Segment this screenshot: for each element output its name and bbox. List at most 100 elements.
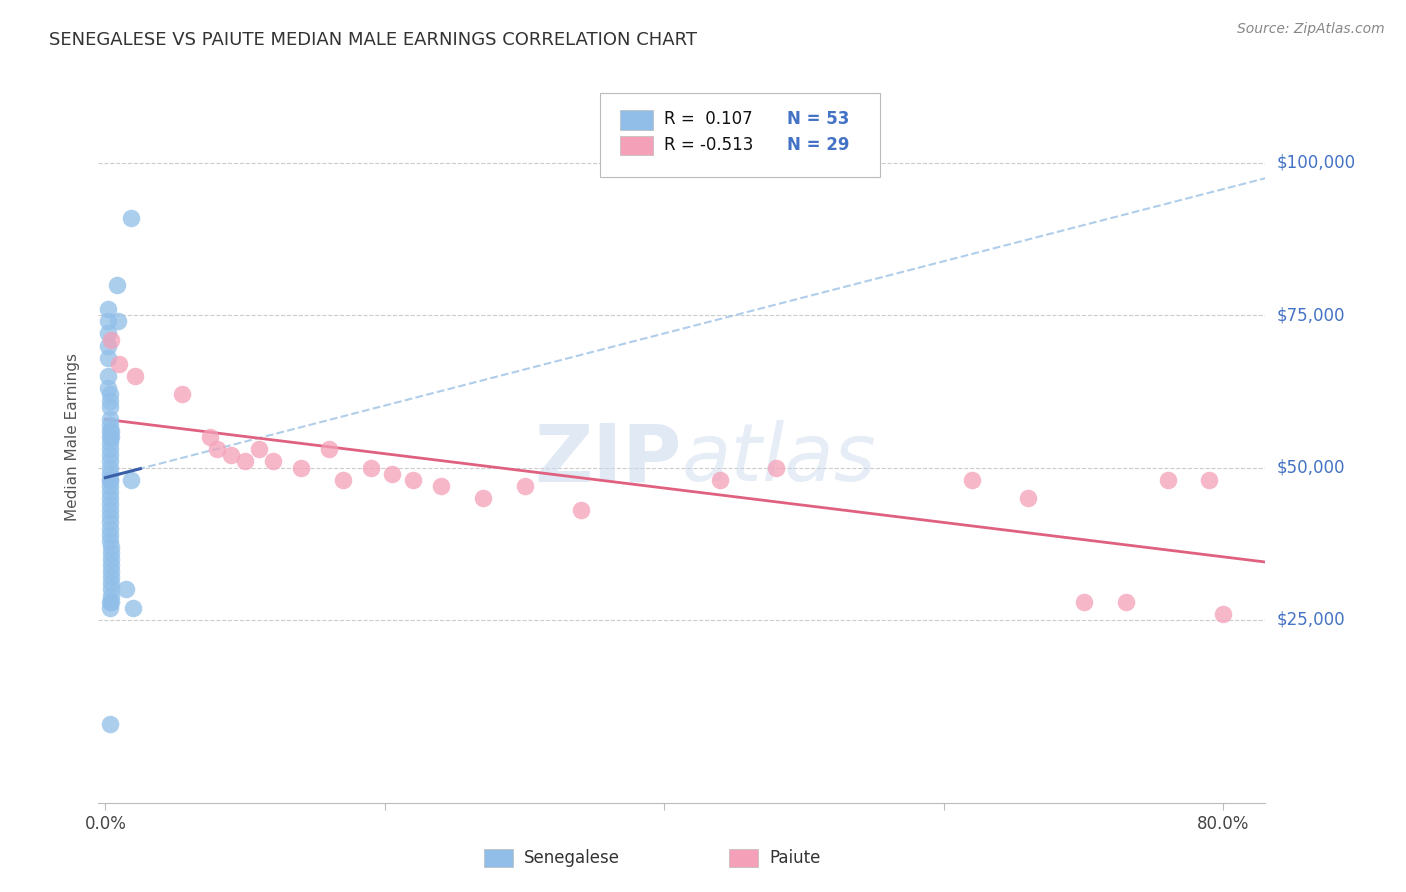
Point xyxy=(402,473,425,487)
Point xyxy=(332,473,354,487)
FancyBboxPatch shape xyxy=(728,848,758,867)
Point xyxy=(98,479,121,493)
Point xyxy=(471,491,494,505)
Text: atlas: atlas xyxy=(682,420,877,498)
Point xyxy=(1073,594,1095,608)
Point xyxy=(709,473,731,487)
Point xyxy=(98,417,121,432)
Point xyxy=(98,430,121,444)
Point xyxy=(98,387,121,401)
Point xyxy=(219,448,242,462)
Point xyxy=(105,277,128,292)
Point xyxy=(120,211,142,225)
Point xyxy=(1017,491,1039,505)
Point xyxy=(98,454,121,468)
Point xyxy=(430,479,453,493)
Point xyxy=(97,326,120,341)
Point xyxy=(98,424,121,438)
Point xyxy=(290,460,312,475)
Point xyxy=(765,460,787,475)
Point xyxy=(381,467,404,481)
FancyBboxPatch shape xyxy=(620,136,652,155)
Point xyxy=(100,594,122,608)
Point xyxy=(262,454,284,468)
Point xyxy=(1198,473,1220,487)
Point xyxy=(360,460,382,475)
Point xyxy=(98,503,121,517)
Point xyxy=(569,503,592,517)
Point xyxy=(172,387,194,401)
Text: Source: ZipAtlas.com: Source: ZipAtlas.com xyxy=(1237,22,1385,37)
Point xyxy=(100,564,122,578)
Point xyxy=(98,460,121,475)
FancyBboxPatch shape xyxy=(600,94,880,178)
Point xyxy=(97,369,120,384)
Point xyxy=(97,338,120,352)
Point xyxy=(98,533,121,548)
Point xyxy=(98,509,121,524)
Point xyxy=(98,412,121,426)
FancyBboxPatch shape xyxy=(484,848,513,867)
Point xyxy=(98,485,121,500)
Point xyxy=(100,570,122,584)
Point xyxy=(200,430,222,444)
Point xyxy=(98,448,121,462)
Point xyxy=(107,314,129,328)
FancyBboxPatch shape xyxy=(620,110,652,130)
Point xyxy=(98,521,121,535)
Point xyxy=(100,540,122,554)
Point xyxy=(100,582,122,597)
Text: $25,000: $25,000 xyxy=(1277,611,1346,629)
Text: N = 53: N = 53 xyxy=(787,110,849,128)
Point xyxy=(1115,594,1137,608)
Point xyxy=(98,400,121,414)
Point xyxy=(960,473,983,487)
Text: $100,000: $100,000 xyxy=(1277,153,1355,172)
Point xyxy=(97,381,120,395)
Text: $75,000: $75,000 xyxy=(1277,306,1346,324)
Text: N = 29: N = 29 xyxy=(787,136,849,153)
Point xyxy=(97,351,120,365)
Point xyxy=(124,369,146,384)
Text: Senegalese: Senegalese xyxy=(524,848,620,867)
Y-axis label: Median Male Earnings: Median Male Earnings xyxy=(65,353,80,521)
Point xyxy=(100,552,122,566)
Text: R =  0.107: R = 0.107 xyxy=(665,110,754,128)
Text: SENEGALESE VS PAIUTE MEDIAN MALE EARNINGS CORRELATION CHART: SENEGALESE VS PAIUTE MEDIAN MALE EARNING… xyxy=(49,31,697,49)
Point xyxy=(98,393,121,408)
Point xyxy=(98,467,121,481)
Text: Paiute: Paiute xyxy=(769,848,821,867)
Point xyxy=(97,301,120,317)
Point xyxy=(115,582,138,597)
Text: $50,000: $50,000 xyxy=(1277,458,1346,476)
Point xyxy=(98,436,121,450)
Point xyxy=(98,491,121,505)
Point xyxy=(1212,607,1234,621)
Point xyxy=(100,424,122,438)
Point xyxy=(205,442,228,457)
Point xyxy=(98,473,121,487)
Point xyxy=(233,454,256,468)
Point xyxy=(98,497,121,511)
Point xyxy=(108,357,131,371)
Point xyxy=(100,576,122,591)
Point xyxy=(122,600,145,615)
Point xyxy=(513,479,536,493)
Point xyxy=(98,442,121,457)
Point xyxy=(98,516,121,530)
Point xyxy=(1156,473,1178,487)
Point xyxy=(100,430,122,444)
Point xyxy=(98,473,121,487)
Point xyxy=(120,473,142,487)
Text: R = -0.513: R = -0.513 xyxy=(665,136,754,153)
Point xyxy=(98,600,121,615)
Point xyxy=(98,594,121,608)
Point xyxy=(100,546,122,560)
Point xyxy=(98,716,121,731)
Point xyxy=(98,527,121,541)
Point xyxy=(97,314,120,328)
Point xyxy=(318,442,340,457)
Point xyxy=(100,333,122,347)
Point xyxy=(100,589,122,603)
Point xyxy=(100,558,122,573)
